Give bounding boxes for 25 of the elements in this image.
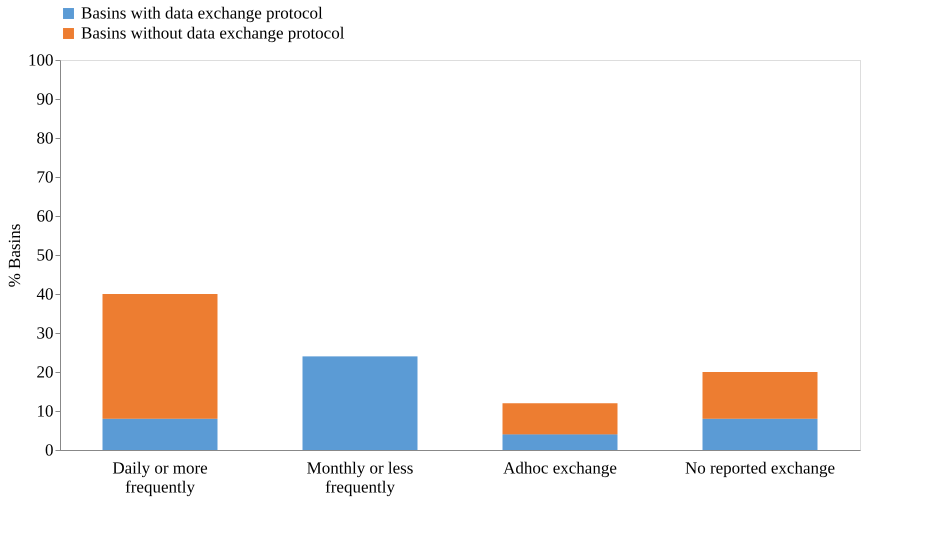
y-tick-label: 10: [36, 402, 54, 420]
y-tick-label: 40: [36, 284, 54, 304]
y-tick-label: 20: [36, 362, 54, 382]
y-tick-label: 90: [36, 90, 54, 108]
y-tick-label: 30: [36, 324, 54, 342]
y-tick-label: 0: [45, 440, 54, 460]
x-tick-label: Daily or more frequently: [112, 458, 208, 496]
y-tick-label: 70: [36, 168, 54, 186]
x-tick-label: Monthly or less frequently: [306, 458, 414, 496]
y-tick-label: 100: [28, 50, 54, 70]
x-tick-label: No reported exchange: [684, 458, 836, 478]
bar: [502, 403, 618, 434]
y-tick-label: 80: [36, 128, 54, 148]
x-tick-label: Adhoc exchange: [503, 458, 617, 478]
bar: [702, 418, 818, 450]
legend-label: Basins with data exchange protocol: [81, 4, 323, 22]
y-tick-label: 50: [36, 246, 54, 264]
bar: [702, 372, 818, 419]
bar: [102, 418, 218, 450]
bar: [302, 356, 418, 450]
y-axis-title: % Basins: [5, 224, 24, 288]
bar: [102, 294, 218, 419]
legend-label: Basins without data exchange protocol: [81, 24, 345, 42]
y-tick-label: 60: [36, 206, 54, 226]
bar: [502, 434, 618, 450]
